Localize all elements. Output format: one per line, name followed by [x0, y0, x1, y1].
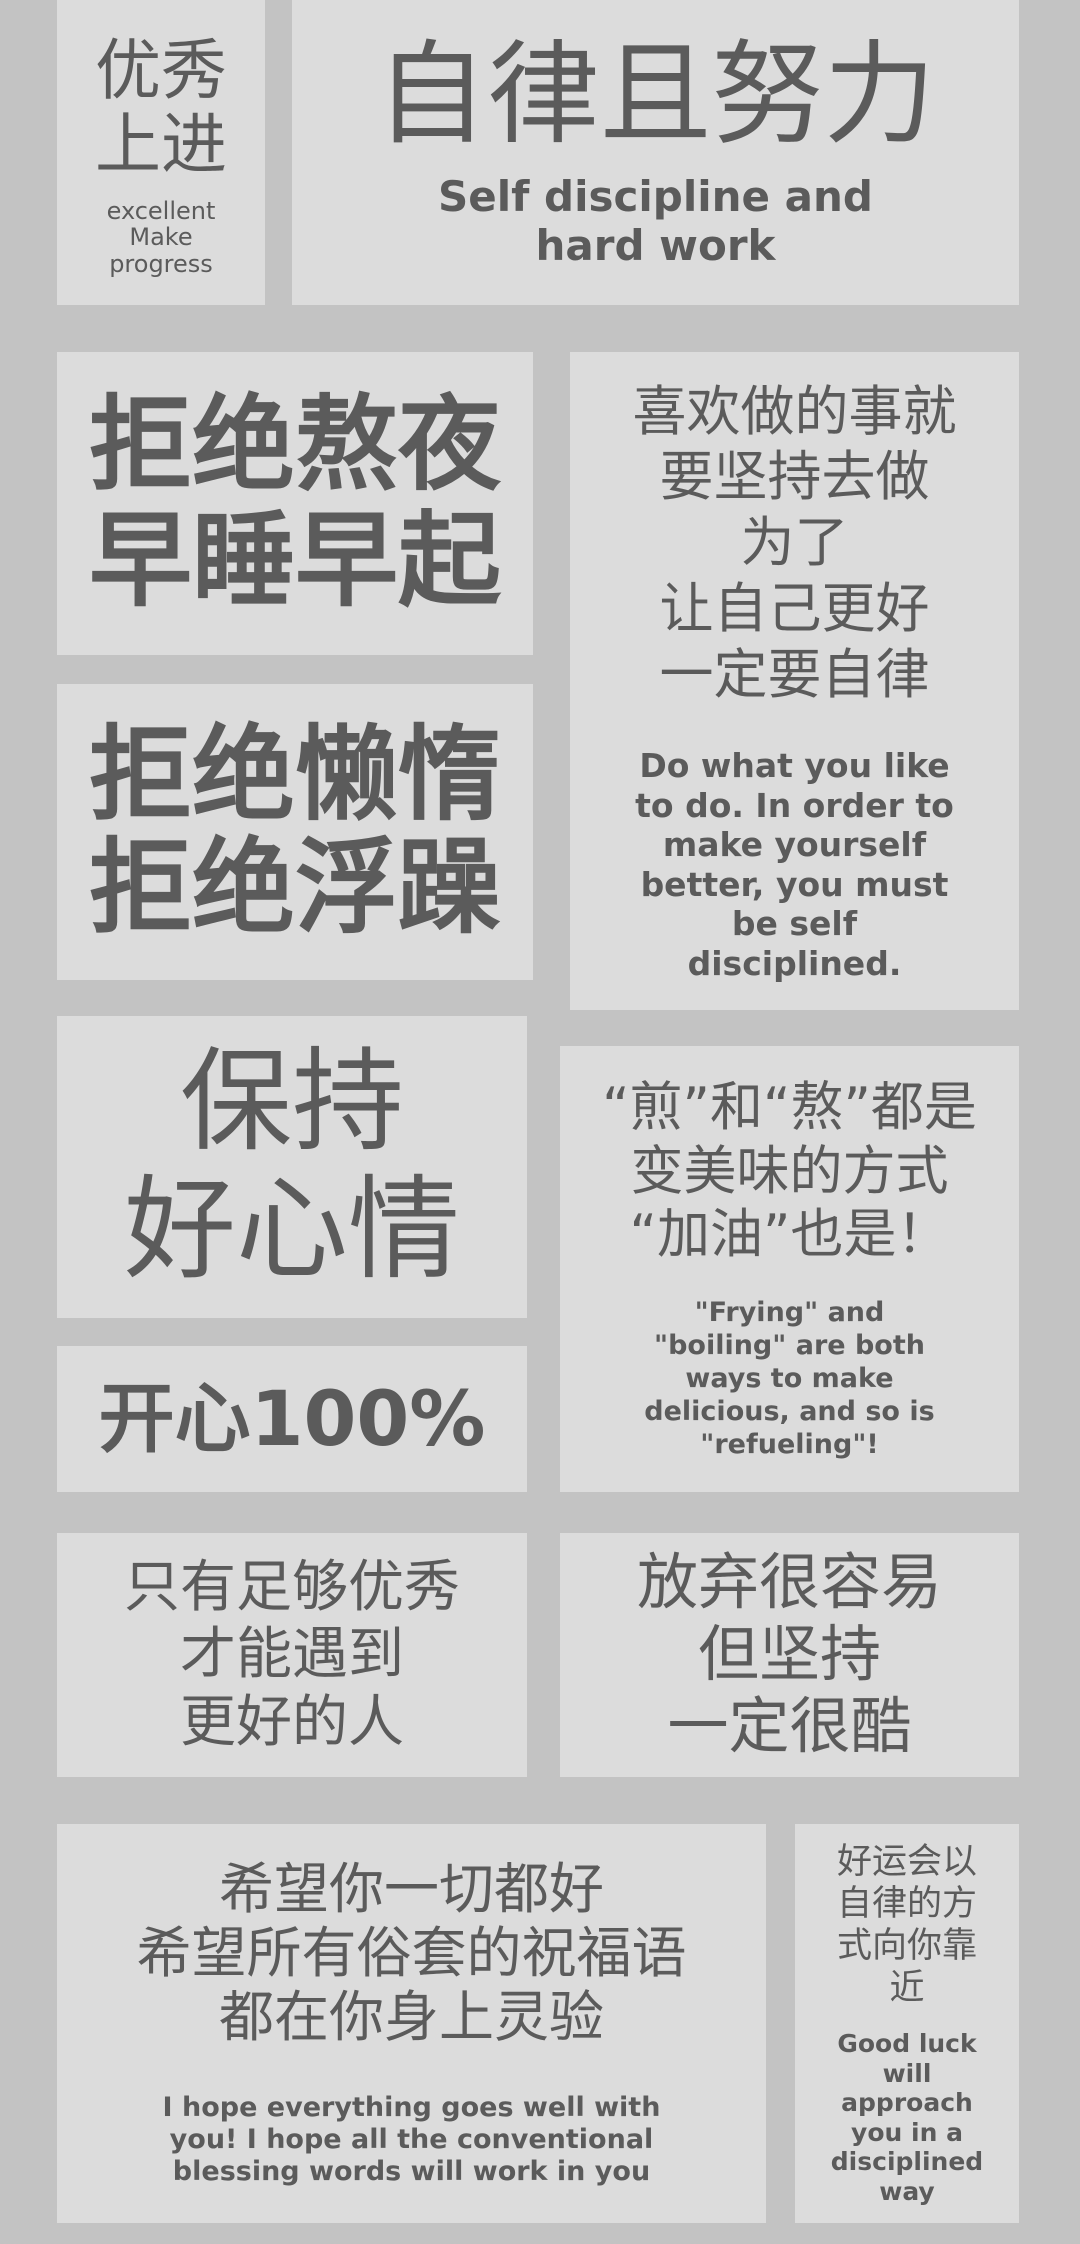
card11-cn: 希望你一切都好 希望所有俗套的祝福语 都在你身上灵验 — [136, 1857, 687, 2049]
card7-en-line: ways to make — [685, 1362, 894, 1394]
card10-cn-line: 放弃很容易 — [636, 1547, 942, 1619]
card1-cn-line: 优秀 — [95, 32, 227, 109]
card12-cn: 好运会以 自律的方 式向你靠 近 — [837, 1841, 977, 2009]
card12-cn-line: 好运会以 — [836, 1842, 977, 1882]
card-good-mood: 保持 好心情 — [57, 1016, 527, 1318]
card2-cn: 自律且努力 — [376, 34, 936, 157]
card12-en-line: disciplined — [830, 2147, 984, 2176]
card1-en-line: excellent — [106, 196, 216, 225]
card1-en: excellent Make progress — [106, 196, 216, 278]
card5-cn-line: 拒绝懒惰 — [89, 714, 501, 835]
card-no-staying-up: 拒绝熬夜 早睡早起 — [57, 352, 533, 655]
card-no-laziness: 拒绝懒惰 拒绝浮躁 — [57, 684, 533, 980]
card-self-discipline: 自律且努力 Self discipline and hard work — [292, 0, 1019, 305]
card-excellent-progress: 优秀 上进 excellent Make progress — [57, 0, 265, 305]
card11-cn-line: 都在你身上灵验 — [218, 1984, 604, 2049]
card12-en-line: Good luck — [837, 2029, 977, 2058]
card12-cn-line: 式向你靠 — [836, 1926, 977, 1966]
card6-cn-line: 保持 — [180, 1037, 404, 1168]
card12-en-line: you in a — [851, 2117, 963, 2147]
card12-en-line: way — [879, 2176, 935, 2206]
card2-en-line: Self discipline and — [438, 171, 873, 221]
card4-cn-line: 一定要自律 — [659, 643, 930, 707]
card2-en-line: hard work — [535, 221, 776, 271]
card4-cn-line: 让自己更好 — [659, 577, 930, 641]
card11-en: I hope everything goes well with you! I … — [163, 2092, 661, 2189]
card3-cn-line: 早睡早起 — [89, 500, 501, 621]
card4-en-line: be self — [731, 904, 858, 944]
card4-cn: 喜欢做的事就 要坚持去做 为了 让自己更好 一定要自律 — [633, 379, 957, 708]
card4-cn-line: 为了 — [740, 511, 849, 575]
card-giving-up: 放弃很容易 但坚持 一定很酷 — [560, 1533, 1019, 1777]
card11-en-line: you! I hope all the conventional — [169, 2124, 654, 2155]
card4-cn-line: 喜欢做的事就 — [632, 379, 957, 443]
card3-cn: 拒绝熬夜 早睡早起 — [89, 385, 501, 621]
card12-en-line: approach — [841, 2088, 973, 2117]
card7-en-line: "refueling"! — [700, 1428, 879, 1460]
card10-cn-line: 但坚持 — [697, 1619, 881, 1691]
card1-en-line: progress — [109, 249, 213, 278]
card11-cn-line: 希望所有俗套的祝福语 — [136, 1921, 687, 1986]
card5-cn: 拒绝懒惰 拒绝浮躁 — [89, 714, 501, 948]
card7-cn-line: “煎”和“熬”都是 — [602, 1077, 977, 1139]
card12-cn-line: 自律的方 — [836, 1884, 977, 1924]
card8-cn-line: 开心100% — [98, 1374, 486, 1464]
card1-en-line: Make — [129, 223, 193, 252]
card1-cn-line: 上进 — [95, 105, 227, 183]
card6-cn: 保持 好心情 — [124, 1039, 460, 1294]
card4-en-line: Do what you like — [639, 745, 950, 785]
card12-en: Good luck will approach you in a discipl… — [831, 2029, 983, 2206]
card2-en: Self discipline and hard work — [438, 172, 873, 271]
card2-cn-line: 自律且努力 — [375, 30, 936, 161]
card11-en-line: I hope everything goes well with — [162, 2091, 661, 2123]
card8-cn: 开心100% — [98, 1374, 486, 1464]
card11-cn-line: 希望你一切都好 — [218, 1857, 604, 1922]
card-hope-all-well: 希望你一切都好 希望所有俗套的祝福语 都在你身上灵验 I hope everyt… — [57, 1824, 766, 2223]
card3-cn-line: 拒绝熬夜 — [89, 385, 501, 506]
card4-en-line: to do. In order to — [635, 785, 954, 825]
card6-cn-line: 好心情 — [124, 1165, 460, 1295]
card4-en-line: better, you must — [640, 864, 949, 904]
card7-en: "Frying" and "boiling" are both ways to … — [644, 1297, 934, 1462]
card7-cn-line: 变美味的方式 — [630, 1140, 949, 1202]
card-only-excellent: 只有足够优秀 才能遇到 更好的人 — [57, 1533, 527, 1777]
card4-en: Do what you like to do. In order to make… — [635, 746, 954, 984]
card7-en-line: delicious, and so is — [644, 1395, 935, 1427]
card7-en-line: "boiling" are both — [654, 1329, 925, 1361]
card7-en-line: "Frying" and — [694, 1297, 885, 1329]
card10-cn: 放弃很容易 但坚持 一定很酷 — [637, 1547, 942, 1763]
card4-cn-line: 要坚持去做 — [659, 445, 930, 509]
card-frying-boiling: “煎”和“熬”都是 变美味的方式 “加油”也是！ "Frying" and "b… — [560, 1046, 1019, 1492]
card-do-what-you-like: 喜欢做的事就 要坚持去做 为了 让自己更好 一定要自律 Do what you … — [570, 352, 1019, 1010]
card12-cn-line: 近 — [889, 1968, 925, 2008]
card12-en-line: will — [882, 2058, 932, 2088]
card-good-luck: 好运会以 自律的方 式向你靠 近 Good luck will approach… — [795, 1824, 1019, 2223]
card9-cn-line: 只有足够优秀 — [124, 1555, 460, 1621]
card11-en-line: blessing words will work in you — [172, 2156, 651, 2188]
card5-cn-line: 拒绝浮躁 — [89, 828, 501, 948]
card9-cn-line: 才能遇到 — [180, 1622, 404, 1688]
card4-en-line: make yourself — [662, 825, 927, 865]
card1-cn: 优秀 上进 — [95, 34, 227, 182]
card9-cn: 只有足够优秀 才能遇到 更好的人 — [124, 1554, 460, 1756]
card7-cn-line: “加油”也是！ — [629, 1204, 950, 1266]
card-happy-100: 开心100% — [57, 1346, 527, 1492]
card10-cn-line: 一定很酷 — [667, 1690, 912, 1762]
card4-en-line: disciplined. — [687, 943, 902, 983]
card9-cn-line: 更好的人 — [180, 1689, 404, 1755]
card7-cn: “煎”和“熬”都是 变美味的方式 “加油”也是！ — [602, 1076, 977, 1267]
